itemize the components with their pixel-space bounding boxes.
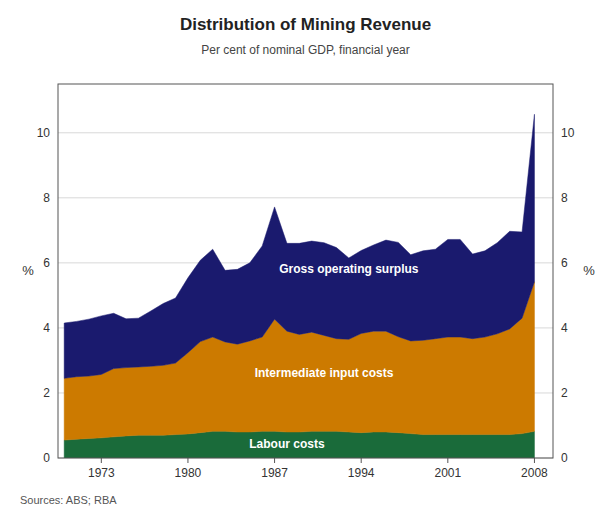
source: Sources: ABS; RBA: [20, 494, 117, 506]
y-tick-label: 0: [43, 451, 50, 465]
y2-tick-label: 6: [561, 256, 568, 270]
x-tick-label: 1980: [175, 466, 202, 480]
title: Distribution of Mining Revenue: [180, 15, 431, 34]
grid-line: [58, 197, 553, 198]
x-tick-label: 2008: [521, 466, 548, 480]
x-tick: [447, 458, 448, 463]
y-tick-label: 10: [37, 126, 51, 140]
x-tick: [101, 458, 102, 463]
y-tick-label: 2: [43, 386, 50, 400]
x-tick: [534, 458, 535, 463]
y2-tick-label: 0: [561, 451, 568, 465]
y-axis-label: %: [22, 263, 34, 278]
x-tick: [274, 458, 275, 463]
y2-axis-label: %: [583, 263, 595, 278]
y2-tick-label: 10: [561, 126, 575, 140]
x-tick-label: 1973: [88, 466, 115, 480]
x-tick-label: 1987: [261, 466, 288, 480]
y-tick-label: 4: [43, 321, 50, 335]
y2-tick-label: 8: [561, 191, 568, 205]
annotations: Gross operating surplus Intermediate inpu…: [249, 262, 419, 451]
x-tick-label: 1994: [348, 466, 375, 480]
plot-frame: [58, 84, 553, 458]
x-tick: [361, 458, 362, 463]
y2-tick-label: 4: [561, 321, 568, 335]
area-label: Gross operating surplus: [279, 262, 419, 276]
grid-line: [58, 132, 553, 133]
x-tick-label: 2001: [434, 466, 461, 480]
area-label: Intermediate input costs: [255, 366, 394, 380]
y-tick-label: 6: [43, 256, 50, 270]
chart: Distribution of Mining Revenue Per cent o…: [0, 0, 611, 518]
area-label: Labour costs: [249, 437, 325, 451]
areas: [64, 114, 534, 458]
subtitle: Per cent of nominal GDP, financial year: [201, 43, 410, 57]
y-axis: 0 2 4 6 8 10%: [22, 126, 50, 465]
y2-tick-label: 2: [561, 386, 568, 400]
x-axis: 1973 1980 1987 1994 2001 2008: [88, 458, 548, 480]
x-tick: [187, 458, 188, 463]
y-tick-label: 8: [43, 191, 50, 205]
y2-axis: 0 2 4 6 8 10%: [561, 126, 595, 465]
area: [64, 114, 534, 378]
